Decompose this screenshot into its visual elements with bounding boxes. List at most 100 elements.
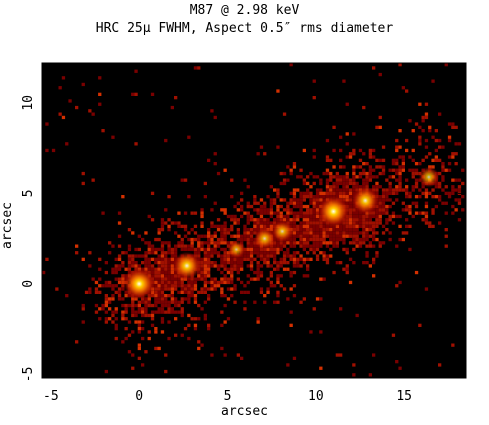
y-tick-label: 0 bbox=[21, 280, 36, 288]
photon-pixel bbox=[51, 148, 56, 153]
photon-pixel bbox=[348, 257, 353, 261]
photon-pixel bbox=[385, 228, 389, 232]
photon-pixel bbox=[170, 247, 174, 252]
photon-pixel bbox=[210, 109, 214, 113]
photon-pixel bbox=[365, 214, 369, 219]
photon-pixel bbox=[256, 251, 260, 255]
photon-pixel bbox=[342, 195, 346, 199]
photon-pixel bbox=[259, 224, 264, 228]
photon-pixel bbox=[160, 310, 165, 314]
photon-pixel bbox=[124, 294, 128, 298]
photon-pixel bbox=[315, 204, 320, 209]
photon-pixel bbox=[213, 277, 217, 281]
photon-pixel bbox=[282, 244, 287, 248]
jet-emission bbox=[42, 63, 465, 377]
photon-pixel bbox=[395, 360, 399, 364]
photon-pixel bbox=[88, 109, 92, 113]
photon-pixel bbox=[325, 168, 330, 172]
photon-pixel bbox=[180, 297, 184, 301]
photon-pixel bbox=[200, 214, 204, 219]
photon-pixel bbox=[213, 152, 217, 156]
photon-pixel bbox=[170, 264, 174, 268]
photon-pixel bbox=[233, 204, 237, 209]
photon-pixel bbox=[183, 284, 188, 288]
photon-pixel bbox=[438, 181, 442, 186]
photon-pixel bbox=[233, 284, 237, 288]
photon-pixel bbox=[289, 323, 293, 327]
photon-pixel bbox=[174, 303, 178, 308]
photon-pixel bbox=[312, 214, 316, 219]
photon-pixel bbox=[428, 152, 432, 156]
photon-pixel bbox=[236, 234, 240, 238]
photon-pixel bbox=[279, 247, 283, 252]
photon-pixel bbox=[134, 264, 138, 268]
photon-pixel bbox=[266, 287, 270, 291]
photon-pixel bbox=[164, 310, 168, 314]
photon-pixel bbox=[322, 231, 326, 235]
photon-pixel bbox=[302, 195, 306, 199]
photon-pixel bbox=[315, 241, 320, 245]
photon-pixel bbox=[381, 224, 386, 228]
photon-pixel bbox=[111, 297, 115, 301]
jet-knot bbox=[172, 251, 202, 281]
photon-pixel bbox=[144, 350, 148, 354]
photon-pixel bbox=[411, 129, 415, 133]
photon-pixel bbox=[375, 188, 379, 192]
photon-pixel bbox=[223, 303, 227, 308]
photon-pixel bbox=[309, 214, 313, 219]
photon-pixel bbox=[246, 237, 250, 242]
photon-pixel bbox=[164, 257, 168, 261]
photon-pixel bbox=[249, 267, 254, 271]
photon-pixel bbox=[282, 181, 287, 186]
photon-pixel bbox=[421, 185, 425, 189]
photon-pixel bbox=[332, 270, 336, 275]
photon-pixel bbox=[319, 181, 323, 186]
photon-pixel bbox=[180, 247, 184, 252]
photon-pixel bbox=[131, 264, 135, 268]
photon-pixel bbox=[187, 247, 191, 252]
photon-pixel bbox=[414, 195, 419, 199]
photon-pixel bbox=[276, 89, 280, 93]
photon-pixel bbox=[454, 198, 458, 202]
photon-pixel bbox=[154, 277, 158, 281]
photon-pixel bbox=[210, 284, 214, 288]
photon-pixel bbox=[141, 237, 145, 242]
photon-pixel bbox=[348, 224, 353, 228]
photon-pixel bbox=[246, 214, 250, 219]
photon-pixel bbox=[216, 267, 221, 271]
photon-pixel bbox=[368, 148, 372, 153]
photon-pixel bbox=[348, 228, 353, 232]
photon-pixel bbox=[342, 175, 346, 179]
photon-pixel bbox=[154, 297, 158, 301]
photon-pixel bbox=[332, 228, 336, 232]
photon-pixel bbox=[160, 280, 165, 285]
photon-pixel bbox=[236, 237, 240, 242]
photon-pixel bbox=[216, 254, 221, 258]
photon-pixel bbox=[240, 261, 244, 265]
photon-pixel bbox=[348, 208, 353, 212]
photon-pixel bbox=[233, 214, 237, 219]
photon-pixel bbox=[157, 287, 161, 291]
photon-pixel bbox=[150, 247, 155, 252]
photon-pixel bbox=[418, 102, 422, 106]
photon-pixel bbox=[282, 198, 287, 202]
photon-pixel bbox=[88, 287, 92, 291]
photon-pixel bbox=[147, 267, 151, 271]
photon-pixel bbox=[315, 175, 320, 179]
photon-pixel bbox=[282, 257, 287, 261]
photon-pixel bbox=[167, 264, 171, 268]
photon-pixel bbox=[312, 195, 316, 199]
photon-pixel bbox=[98, 267, 102, 271]
photon-pixel bbox=[355, 165, 359, 169]
photon-pixel bbox=[236, 257, 240, 261]
photon-pixel bbox=[309, 195, 313, 199]
photon-pixel bbox=[292, 294, 297, 298]
photon-pixel bbox=[348, 280, 353, 285]
photon-pixel bbox=[322, 254, 326, 258]
photon-pixel bbox=[193, 294, 198, 298]
photon-pixel bbox=[131, 231, 135, 235]
photon-pixel bbox=[431, 224, 435, 228]
photon-pixel bbox=[355, 228, 359, 232]
photon-pixel bbox=[243, 254, 247, 258]
photon-pixel bbox=[160, 274, 165, 278]
